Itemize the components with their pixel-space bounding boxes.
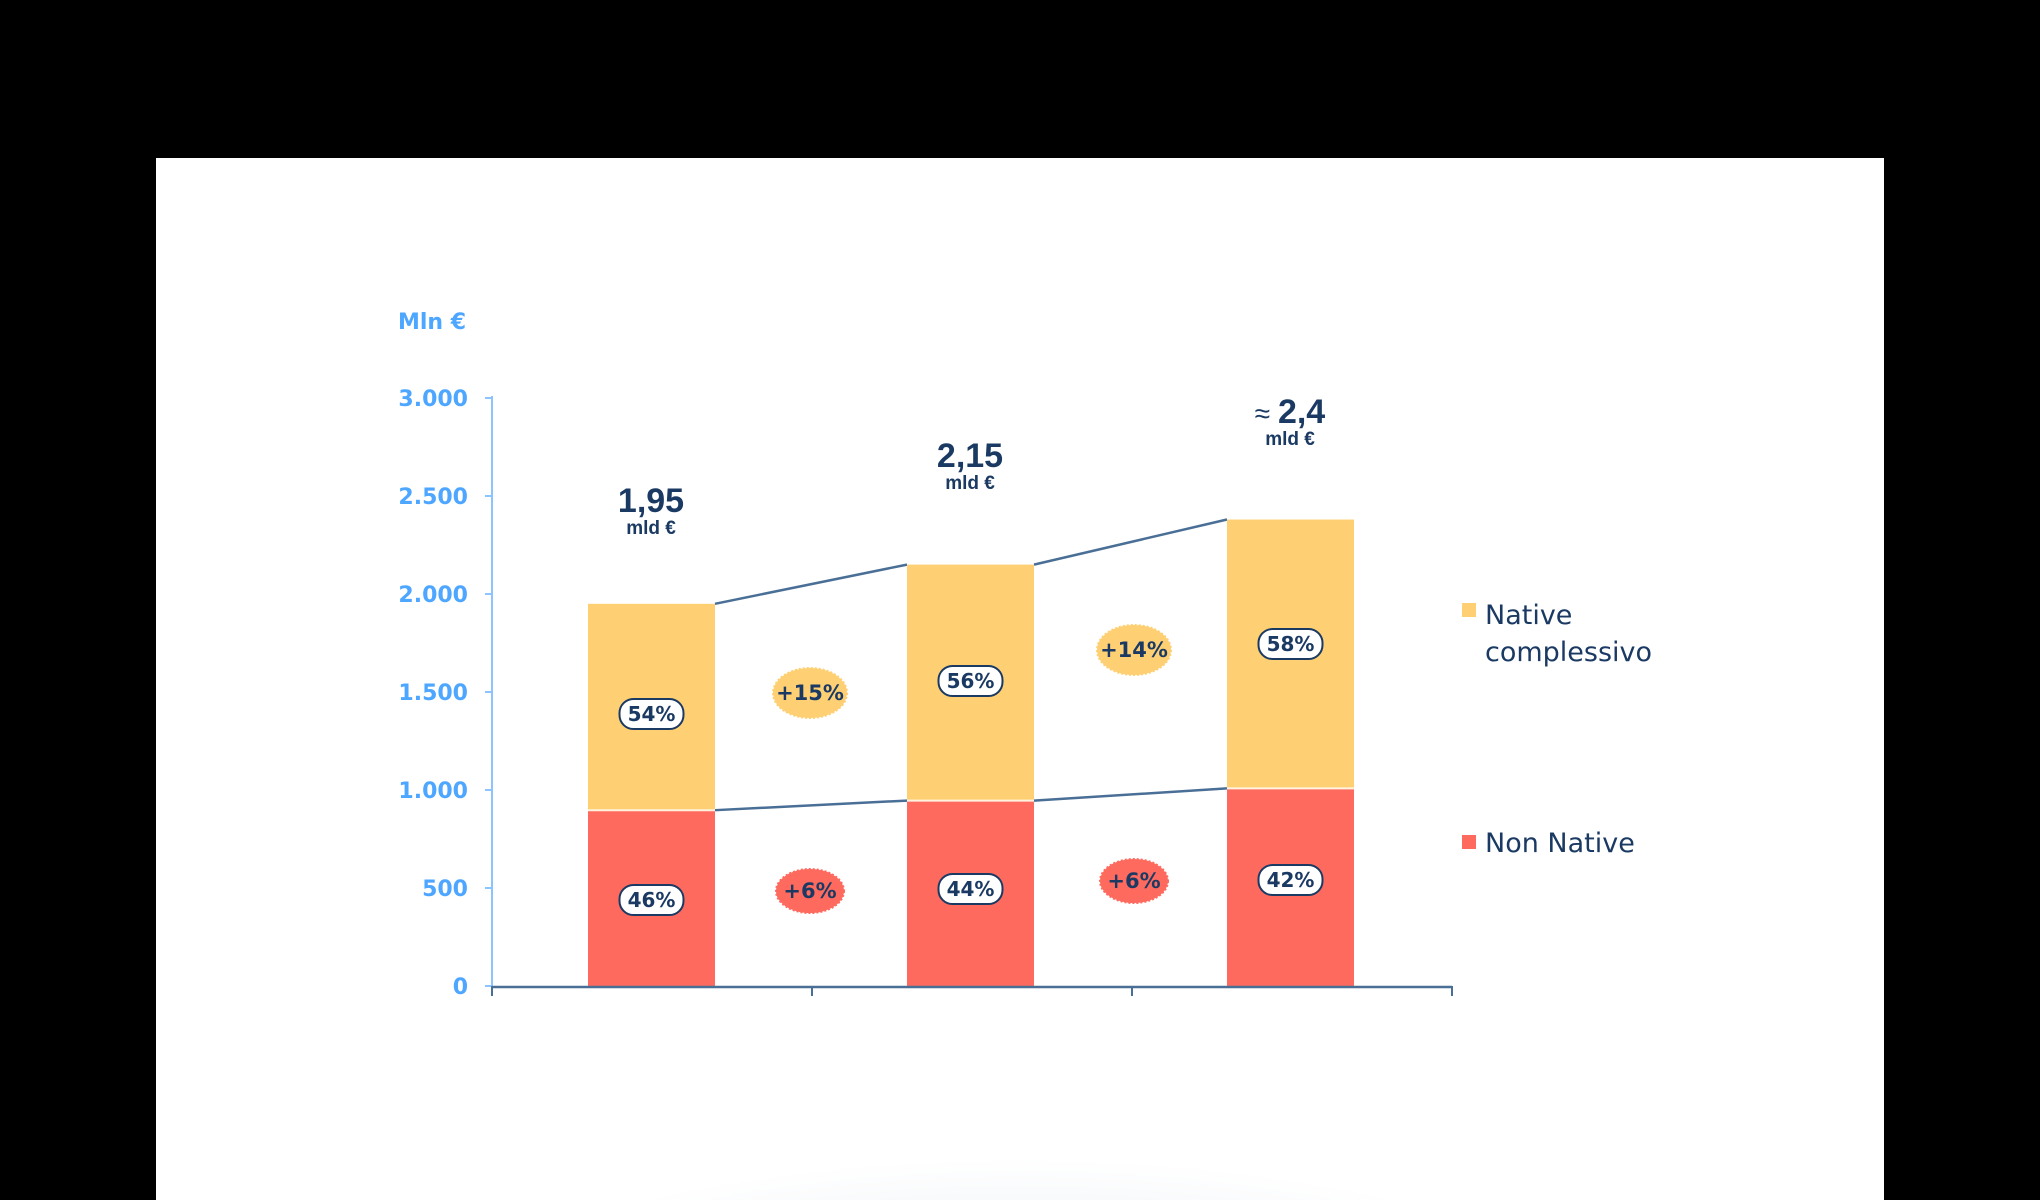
legend-swatch-native [1462,603,1476,617]
bar-group: 54% 46% [588,603,715,986]
total-unit: mld € [626,518,676,539]
share-pill-non-native: 44% [937,873,1004,905]
bars: 54% 46% 56% 44% 58% 42% [588,519,1354,986]
slide-panel [156,158,1884,1200]
y-tick-label: 500 [422,877,468,902]
growth-badge: +15% [772,667,848,719]
growth-badge: +6% [1099,858,1169,904]
y-tick-label: 0 [453,975,468,1000]
share-pill-label: 54% [628,702,676,726]
total-unit: mld € [945,473,995,494]
y-tick-label: 2.500 [398,485,468,510]
legend-label-native-line1: Native [1485,600,1572,631]
share-pill-label: 56% [947,669,995,693]
legend: Native complessivo Non Native [1462,600,1652,859]
bar-group: 58% 42% [1227,519,1354,986]
total-value: 1,95 [618,482,684,520]
total-connector-line [714,563,908,606]
y-tick-label: 2.000 [398,583,468,608]
growth-label: +15% [776,681,844,705]
y-tick-label: 3.000 [398,387,468,412]
growth-annotations: +15% +6% +14% +6% [772,624,1172,914]
legend-label-non-native: Non Native [1485,828,1635,859]
total-unit: mld € [1265,429,1315,450]
growth-label: +6% [783,879,836,903]
bottom-glow-decoration [220,998,1820,1200]
total-value: ≈ 2,4 [1255,393,1326,431]
total-value: 2,15 [937,437,1003,475]
bar-group: 56% 44% [907,564,1034,986]
non-native-connector-line [1033,787,1228,802]
share-pill-non-native: 46% [618,884,685,916]
share-pill-non-native: 42% [1257,864,1324,896]
legend-swatch-non-native [1462,835,1476,849]
share-pill-label: 46% [628,888,676,912]
growth-badge: +6% [775,868,845,914]
share-pill-label: 42% [1267,868,1315,892]
growth-label: +14% [1100,638,1168,662]
y-tick-label: 1.500 [398,681,468,706]
x-axis [491,985,1453,996]
growth-badge: +14% [1096,624,1172,676]
share-pill-label: 44% [947,877,995,901]
share-pill-native: 54% [618,698,685,730]
growth-label: +6% [1107,869,1160,893]
share-pill-label: 58% [1267,632,1315,656]
share-pill-native: 58% [1257,628,1324,660]
total-connector-line [1033,518,1228,566]
share-pill-native: 56% [937,665,1004,697]
y-tick-label: 1.000 [398,779,468,804]
connector-lines [714,518,1228,812]
non-native-connector-line [714,799,908,812]
legend-label-native-line2: complessivo [1485,637,1652,668]
y-axis: 0 500 1.000 1.500 2.000 2.500 3.000 [398,387,493,1000]
y-axis-unit-label: Mln € [398,310,466,335]
